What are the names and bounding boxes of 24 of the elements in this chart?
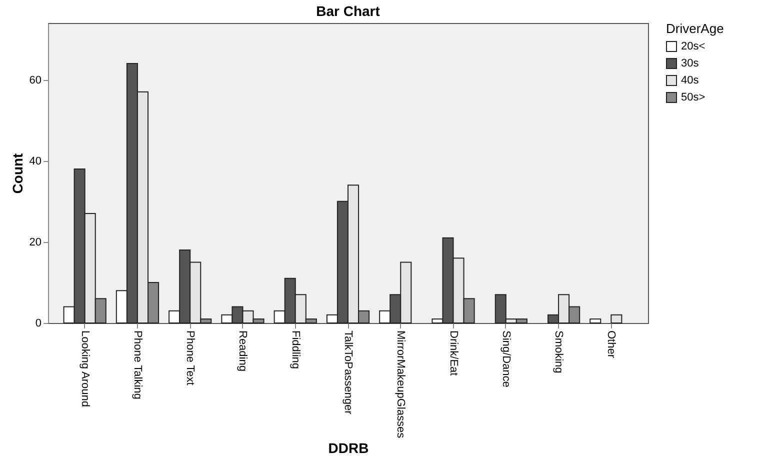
legend-title: DriverAge bbox=[666, 21, 724, 36]
legend-label: 50s> bbox=[681, 92, 706, 104]
x-axis-title: DDRB bbox=[328, 440, 369, 456]
y-tick-label: 20 bbox=[29, 236, 42, 248]
bar bbox=[590, 318, 602, 324]
y-tick-label: 40 bbox=[29, 155, 42, 168]
x-tick-label: Other bbox=[605, 330, 618, 358]
x-tick-label: TalkToPassenger bbox=[342, 330, 354, 415]
x-tick-label: Phone Text bbox=[184, 330, 196, 386]
x-tick-label: Sing/Dance bbox=[500, 330, 512, 388]
x-tick-label: Smoking bbox=[552, 330, 565, 374]
y-axis-title: Count bbox=[9, 152, 26, 194]
legend-label: 20s< bbox=[681, 40, 706, 52]
x-tick-label: Phone Talking bbox=[131, 330, 144, 400]
x-tick-label: Looking Around bbox=[78, 330, 91, 407]
chart-title: Bar Chart bbox=[316, 3, 380, 19]
legend-label: 40s bbox=[681, 74, 700, 86]
x-tick-label: MirrorMakeupGlasses bbox=[394, 330, 407, 439]
x-tick-label: Drink/Eat bbox=[447, 330, 460, 376]
legend-label: 30s bbox=[681, 58, 700, 70]
y-tick-label: 60 bbox=[29, 74, 42, 86]
y-tick-label: 0 bbox=[35, 318, 42, 330]
x-tick-label: Fiddling bbox=[289, 330, 302, 370]
x-tick-label: Reading bbox=[236, 330, 249, 372]
